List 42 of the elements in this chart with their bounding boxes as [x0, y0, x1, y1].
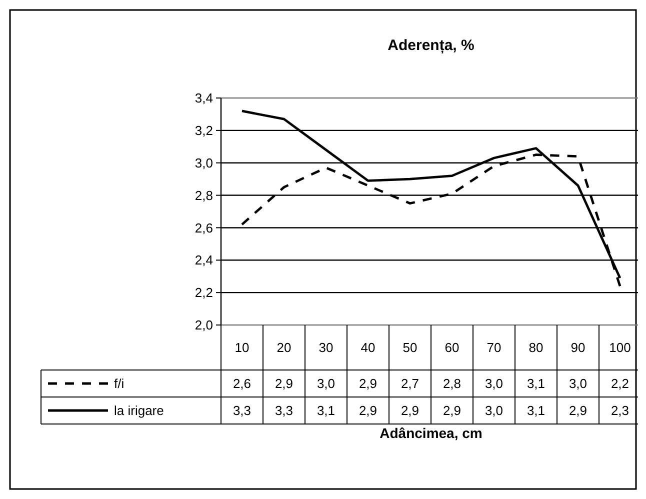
legend-label: la irigare: [114, 403, 164, 418]
y-tick-label: 2,0: [194, 318, 213, 333]
x-tick-label: 90: [570, 340, 586, 356]
data-label: 3,0: [568, 376, 588, 392]
data-label: 3,3: [274, 403, 294, 418]
data-label: 2,9: [442, 403, 462, 418]
chart-title: Aderența, %: [388, 37, 474, 54]
x-tick-label: 10: [234, 340, 250, 356]
x-tick-label: 70: [486, 340, 502, 356]
y-tick-label: 3,4: [194, 90, 213, 106]
y-tick-label: 3,2: [194, 122, 213, 138]
y-tick-label: 2,2: [194, 285, 213, 300]
x-tick-label: 60: [444, 340, 460, 356]
data-label: 2,9: [358, 376, 378, 392]
x-axis-title: Adâncimea, cm: [380, 425, 482, 441]
data-label: 3,0: [316, 376, 336, 392]
x-tick-label: 80: [528, 340, 544, 356]
data-label: 2,3: [610, 403, 630, 418]
data-label: 3,3: [232, 403, 252, 418]
data-label: 2,2: [610, 376, 630, 392]
data-label: 3,1: [316, 403, 336, 418]
x-tick-label: 30: [318, 340, 334, 356]
y-tick-label: 2,8: [194, 188, 213, 203]
data-label: 2,7: [400, 376, 420, 392]
data-label: 3,0: [484, 403, 504, 418]
data-label: 2,9: [568, 403, 588, 418]
x-tick-label: 50: [402, 340, 418, 356]
data-label: 2,9: [400, 403, 420, 418]
data-label: 2,9: [358, 403, 378, 418]
data-label: 2,9: [274, 376, 294, 392]
y-tick-label: 2,6: [194, 220, 213, 236]
data-label: 2,8: [442, 376, 462, 392]
y-tick-label: 2,4: [194, 252, 213, 268]
x-tick-label: 20: [276, 340, 292, 356]
x-tick-label: 40: [360, 340, 376, 356]
x-tick-label: 100: [609, 340, 631, 356]
legend-label: f/i: [114, 376, 124, 392]
data-label: 3,1: [526, 403, 546, 418]
y-tick-label: 3,0: [194, 155, 213, 170]
data-label: 3,1: [526, 376, 546, 392]
data-label: 2,6: [232, 376, 252, 392]
data-label: 3,0: [484, 376, 504, 392]
